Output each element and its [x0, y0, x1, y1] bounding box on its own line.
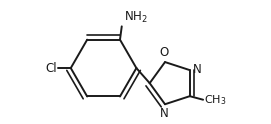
Text: NH$_2$: NH$_2$: [124, 10, 148, 25]
Text: N: N: [160, 107, 169, 120]
Text: N: N: [193, 63, 202, 76]
Text: O: O: [160, 46, 169, 59]
Text: Cl: Cl: [46, 62, 57, 75]
Text: CH$_3$: CH$_3$: [204, 93, 227, 107]
